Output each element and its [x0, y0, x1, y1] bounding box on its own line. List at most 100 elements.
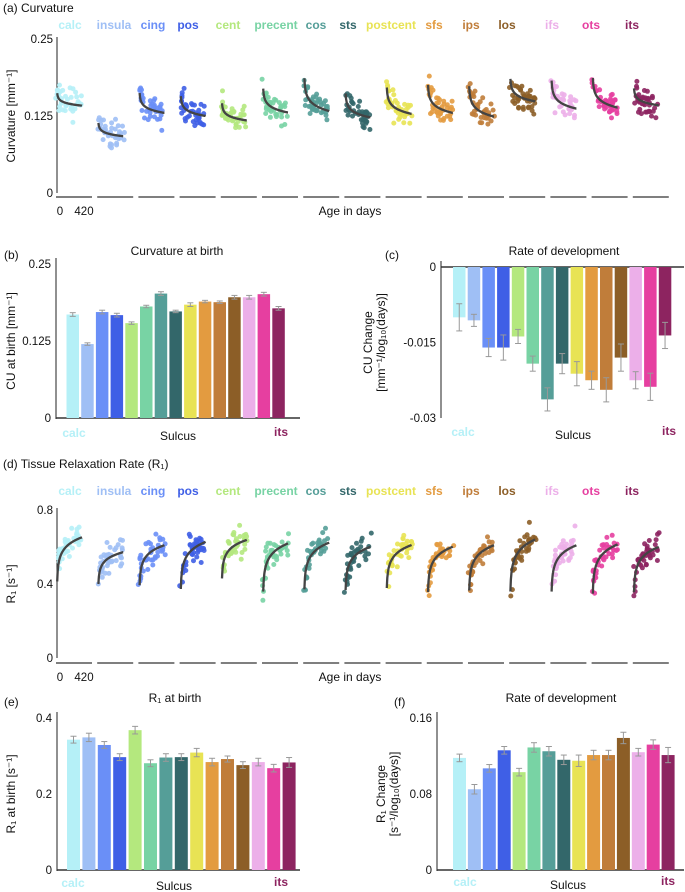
sulcus-label-pos: pos — [177, 18, 199, 32]
y-axis-label-units: [s⁻¹/log₁₀(days)] — [387, 752, 401, 837]
data-point — [286, 531, 291, 537]
data-point — [198, 536, 204, 542]
data-point — [516, 85, 522, 91]
sulcus-label-calc: calc — [58, 18, 82, 32]
data-point — [187, 542, 193, 548]
data-point — [469, 111, 475, 117]
data-point — [485, 534, 490, 540]
data-point — [397, 553, 403, 558]
fit-curve — [550, 544, 577, 592]
fit-curve — [632, 88, 659, 107]
sulcus-label-ots: ots — [582, 18, 600, 32]
y-axis-label: R₁ Change — [374, 765, 388, 823]
y-axis-label: CU at birth [mm⁻¹] — [4, 292, 18, 390]
data-point — [368, 530, 374, 536]
bar-ots — [646, 744, 660, 870]
data-point — [276, 100, 282, 106]
sulcus-group-cing: cing — [135, 484, 175, 664]
panel-title: (a) Curvature — [3, 1, 74, 15]
data-point — [478, 115, 484, 120]
data-point — [355, 104, 361, 109]
data-point — [347, 574, 353, 580]
bar-cent — [511, 267, 525, 337]
data-point — [259, 76, 265, 82]
data-point — [285, 552, 291, 558]
last-sulcus-label: its — [662, 424, 676, 438]
bar-ots — [267, 768, 281, 870]
y-tick-label: -0.03 — [410, 413, 436, 425]
bar-sts — [555, 267, 569, 364]
data-point — [186, 113, 192, 119]
sulcus-group-ifs: ifs — [545, 18, 587, 198]
sulcus-group-los: los — [498, 484, 546, 664]
data-point — [157, 116, 163, 122]
sulcus-group-pos: pos — [177, 484, 216, 664]
last-sulcus-label: its — [274, 875, 288, 889]
last-sulcus-label: its — [661, 874, 675, 888]
data-point — [181, 85, 187, 91]
data-point — [56, 108, 62, 114]
data-point — [67, 85, 73, 91]
sulcus-label-los: los — [498, 18, 516, 32]
y-tick-label: 0 — [46, 865, 52, 877]
bar-ots — [257, 294, 271, 418]
data-point — [186, 531, 192, 537]
data-point — [237, 522, 243, 528]
data-point — [562, 112, 568, 118]
data-point — [237, 534, 243, 539]
sulcus-group-insula: insula — [95, 484, 134, 664]
data-point — [356, 563, 362, 569]
data-point — [312, 107, 318, 113]
data-point — [222, 115, 228, 121]
data-point — [271, 542, 277, 548]
data-point — [490, 107, 496, 113]
y-tick-label: 0 — [426, 865, 432, 877]
fit-curve — [385, 543, 413, 589]
data-point — [601, 545, 607, 551]
data-point — [486, 539, 492, 545]
data-point — [400, 535, 406, 541]
sulcus-group-cent: cent — [216, 484, 257, 664]
data-point — [613, 548, 619, 553]
bar-ifs — [631, 752, 645, 870]
data-point — [438, 111, 443, 117]
sulcus-label-cent: cent — [216, 18, 241, 32]
panel-f: (f) Rate of development 0 0.08 0.16 R₁ Change… — [374, 691, 684, 892]
sulcus-label-sfs: sfs — [425, 484, 443, 498]
data-point — [488, 118, 494, 124]
data-point — [525, 547, 531, 553]
fit-curve — [468, 544, 495, 591]
bar-cos — [154, 293, 168, 418]
fit-curve — [468, 86, 495, 118]
data-point — [350, 113, 355, 119]
bar-ifs — [251, 762, 265, 870]
sulcus-label-cent: cent — [216, 484, 241, 498]
data-point — [614, 111, 620, 117]
data-point — [654, 558, 660, 563]
data-point — [571, 97, 577, 103]
y-tick-label: 0.4 — [36, 713, 53, 725]
y-tick-label: -0.015 — [403, 338, 436, 350]
data-point — [526, 519, 532, 525]
panel-label: (c) — [385, 248, 399, 262]
data-point — [104, 540, 110, 545]
panel-d: (d) Tissue Relaxation Rate (R₁) 0 0.4 0.8 R₁… — [3, 457, 669, 684]
data-point — [652, 542, 658, 548]
data-point — [112, 547, 118, 553]
data-point — [239, 550, 245, 555]
data-point — [647, 555, 653, 561]
data-point — [567, 555, 573, 561]
bar-cent — [512, 772, 526, 870]
data-point — [201, 546, 207, 551]
bar-postcent — [190, 752, 204, 870]
x-tick-label: 0 — [57, 206, 63, 218]
data-point — [68, 94, 74, 100]
data-point — [553, 547, 558, 553]
sulcus-group-precent: precent — [254, 18, 298, 198]
data-point — [358, 538, 364, 544]
bar-calc — [453, 757, 466, 870]
data-point — [391, 92, 397, 98]
bar-los — [614, 267, 628, 358]
data-point — [198, 560, 204, 565]
data-point — [232, 547, 237, 553]
